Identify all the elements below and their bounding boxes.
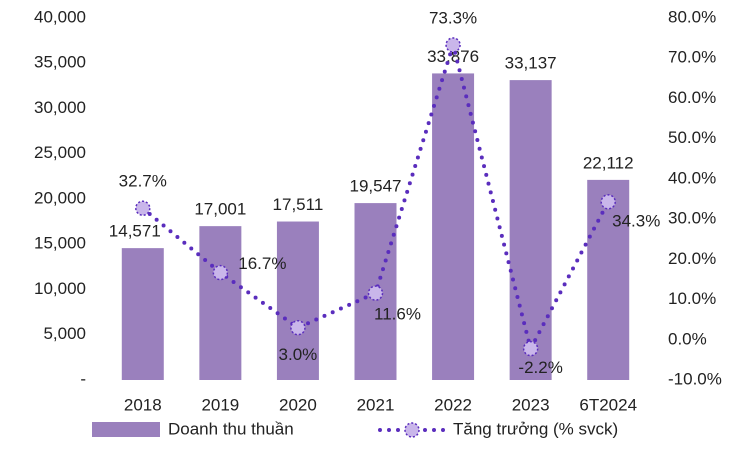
bar-value-label: 17,511 <box>273 195 324 214</box>
bar <box>199 226 242 380</box>
growth-marker <box>522 340 539 357</box>
line-value-label: -2.2% <box>518 358 562 377</box>
bar-value-label: 33,137 <box>505 54 557 73</box>
growth-marker <box>135 200 151 217</box>
x-tick-label: 2018 <box>124 395 162 414</box>
y-tick-label: 10,000 <box>34 279 86 298</box>
y2-tick-label: 50.0% <box>668 128 716 147</box>
y-tick-label: - <box>80 369 86 388</box>
bar-value-label: 22,112 <box>583 153 634 172</box>
growth-marker <box>367 285 384 301</box>
y2-tick-label: -10.0% <box>668 369 722 388</box>
bar <box>509 80 552 380</box>
y-tick-label: 25,000 <box>34 143 86 162</box>
y-tick-label: 40,000 <box>34 7 86 26</box>
line-value-label: 32.7% <box>119 172 167 191</box>
legend-swatch <box>404 422 420 438</box>
bar <box>121 248 164 380</box>
bar <box>276 221 319 380</box>
y-tick-label: 20,000 <box>34 188 86 207</box>
line-value-label: 73.3% <box>429 8 477 27</box>
bar-value-label: 17,001 <box>194 200 246 219</box>
bar-value-label: 33,876 <box>427 47 479 66</box>
y2-tick-label: 80.0% <box>668 7 716 26</box>
x-tick-label: 2023 <box>512 395 550 414</box>
x-tick-label: 2020 <box>279 395 317 414</box>
growth-marker <box>290 319 306 336</box>
x-tick-label: 6T2024 <box>579 395 637 414</box>
growth-marker <box>445 37 461 53</box>
x-tick-label: 2021 <box>357 395 395 414</box>
y-tick-label: 15,000 <box>34 234 86 253</box>
y-tick-label: 5,000 <box>43 324 86 343</box>
y2-tick-label: 20.0% <box>668 249 716 268</box>
bar-value-label: 14,571 <box>109 222 161 241</box>
x-tick-label: 2022 <box>434 395 472 414</box>
y2-tick-label: 60.0% <box>668 88 716 107</box>
bar <box>432 73 475 380</box>
legend-swatch <box>92 422 160 437</box>
y2-tick-label: 10.0% <box>668 289 716 308</box>
growth-marker <box>212 264 229 281</box>
y2-tick-label: 30.0% <box>668 209 716 228</box>
line-value-label: 34.3% <box>612 211 660 230</box>
y2-tick-label: 70.0% <box>668 48 716 67</box>
line-value-label: 11.6% <box>374 305 421 324</box>
y2-tick-label: 40.0% <box>668 168 716 187</box>
line-value-label: 16.7% <box>238 254 286 273</box>
x-tick-label: 2019 <box>201 395 239 414</box>
y2-tick-label: 0.0% <box>668 329 707 348</box>
line-value-label: 3.0% <box>279 345 318 364</box>
growth-marker <box>600 194 616 210</box>
bar-value-label: 19,547 <box>350 177 402 196</box>
y-tick-label: 35,000 <box>34 53 86 72</box>
y-tick-label: 30,000 <box>34 98 86 117</box>
legend-label: Tăng trưởng (% svck) <box>453 419 618 438</box>
legend-label: Doanh thu thuần <box>168 419 294 438</box>
bar <box>587 179 630 380</box>
